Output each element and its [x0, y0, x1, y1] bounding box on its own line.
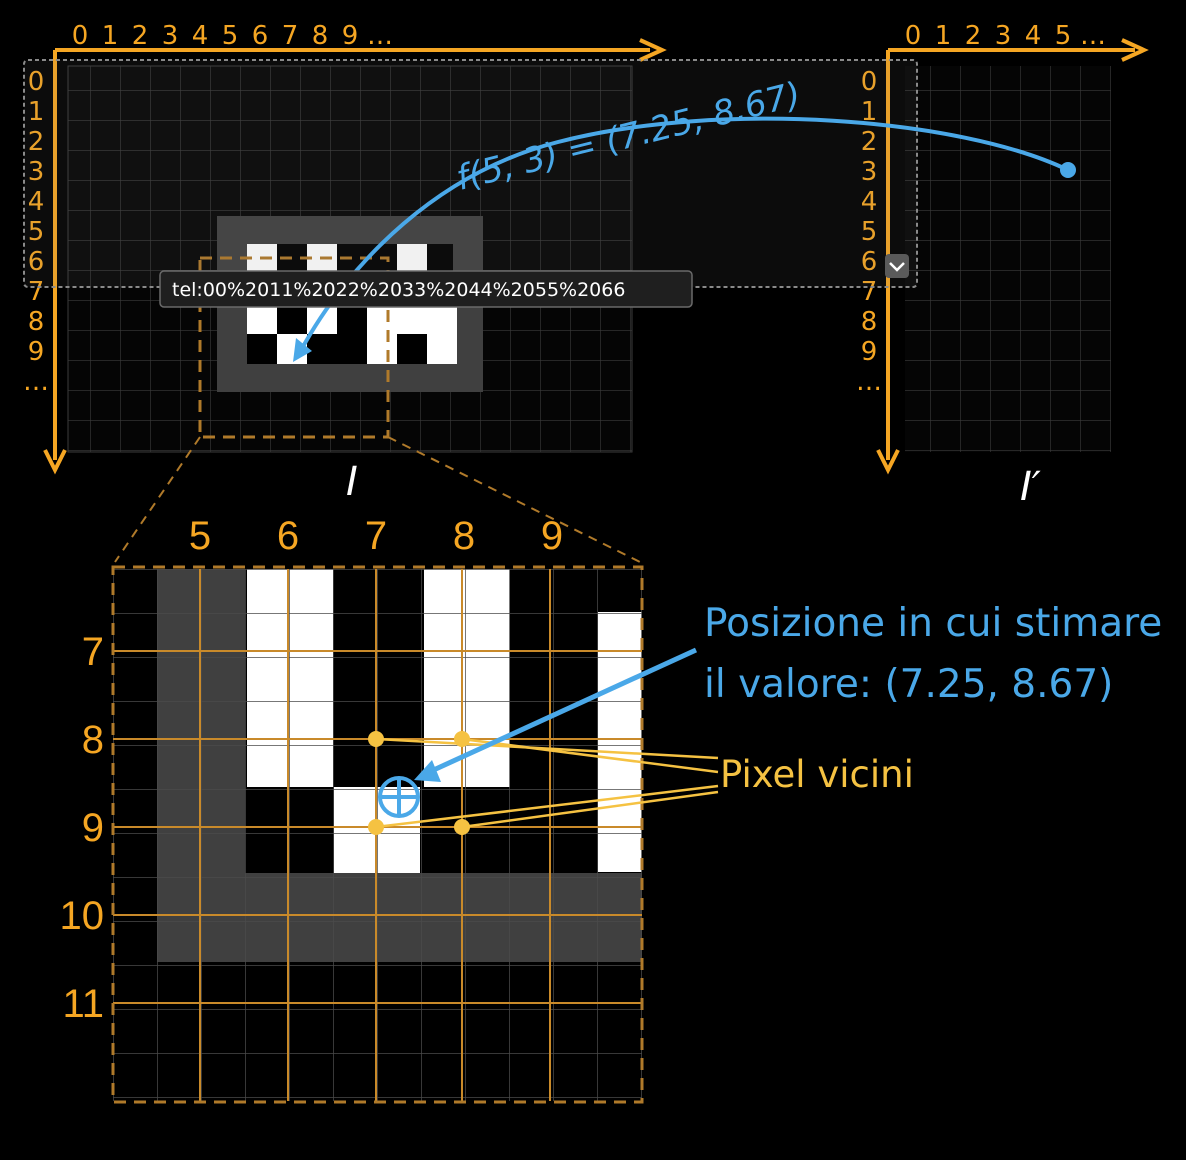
- target-arrowhead-icon: [414, 760, 441, 782]
- zoom-x-tick-label: 9: [541, 514, 563, 558]
- x-axis-arrow-icon: [639, 38, 667, 62]
- y-tick-label: 2: [28, 127, 45, 157]
- y-tick-label: 4: [861, 187, 878, 217]
- pixel-white: [397, 304, 427, 334]
- tooltip-text: tel:00%2011%2022%2033%2044%2055%2066: [172, 279, 625, 301]
- zoom-y-ticks: 7 8 9 10 11: [60, 630, 105, 1026]
- x-tick-label: 9: [342, 21, 359, 51]
- link-menu-button[interactable]: [885, 254, 909, 278]
- y-tick-label: 3: [28, 157, 45, 187]
- zoom-x-tick-label: 6: [277, 514, 299, 558]
- x-tick-label: 2: [965, 21, 982, 51]
- zoom-y-tick-label: 10: [60, 894, 105, 938]
- zoom-frame: [111, 565, 644, 1104]
- x-tick-label: 3: [162, 21, 179, 51]
- target-label-line1: Posizione in cui stimare: [704, 601, 1162, 646]
- x-axis-arrow-icon: [1121, 38, 1149, 62]
- x-tick-label: 1: [935, 21, 952, 51]
- image-I-prime-y-ticks: 0123456789…: [856, 67, 882, 397]
- y-tick-label: 8: [28, 307, 45, 337]
- pixel-white: [397, 244, 427, 274]
- x-tick-label: …: [367, 21, 393, 51]
- zoom-x-tick-label: 5: [189, 514, 211, 558]
- y-tick-label: 8: [861, 307, 878, 337]
- x-tick-label: 1: [102, 21, 119, 51]
- zoom-y-tick-label: 7: [82, 630, 104, 674]
- y-tick-label: 0: [28, 67, 45, 97]
- target-annotation: Posizione in cui stimare il valore: (7.2…: [414, 601, 1162, 782]
- pixel-white: [427, 334, 457, 364]
- mapping-arrowhead-icon: [293, 338, 312, 362]
- pixel-white: [247, 304, 277, 334]
- zoom-grid: [113, 569, 642, 1101]
- x-tick-label: 0: [905, 21, 922, 51]
- y-tick-label: 1: [28, 97, 45, 127]
- zoom-x-tick-label: 7: [365, 514, 387, 558]
- y-tick-label: 9: [861, 337, 878, 367]
- x-tick-label: 5: [222, 21, 239, 51]
- zoom-connector-left: [114, 436, 201, 563]
- zoom-connector-right: [387, 436, 641, 563]
- pixel-white: [367, 304, 397, 334]
- x-tick-label: 6: [252, 21, 269, 51]
- zoom-y-tick-label: 9: [82, 806, 104, 850]
- image-I-prime-grid-lines: [905, 66, 1111, 452]
- y-tick-label: 3: [861, 157, 878, 187]
- zoom-x-ticks: 5 6 7 8 9: [189, 514, 563, 558]
- y-tick-label: 5: [28, 217, 45, 247]
- link-tooltip: tel:00%2011%2022%2033%2044%2055%2066: [159, 270, 693, 308]
- x-tick-label: 0: [72, 21, 89, 51]
- y-tick-label: 2: [861, 127, 878, 157]
- image-I-prime-label: I′: [1020, 464, 1041, 510]
- y-tick-label: 0: [861, 67, 878, 97]
- y-tick-label: 7: [28, 277, 45, 307]
- chevron-down-icon: [889, 262, 905, 272]
- image-I-prime-x-axis: [888, 38, 1149, 62]
- image-I-prime-x-ticks: 0 1 2 3 4 5 …: [905, 21, 1106, 51]
- image-I-x-axis: [55, 38, 667, 62]
- image-I-y-ticks: 0123456789…: [23, 67, 49, 397]
- x-tick-label: 8: [312, 21, 329, 51]
- image-I-y-axis: [43, 50, 67, 475]
- y-tick-label: 6: [861, 247, 878, 277]
- y-tick-label: 7: [861, 277, 878, 307]
- y-axis-arrow-icon: [43, 449, 67, 475]
- x-tick-label: 7: [282, 21, 299, 51]
- x-tick-label: 2: [132, 21, 149, 51]
- target-label-line2: il valore: (7.25, 8.67): [704, 662, 1113, 707]
- x-tick-label: 4: [1025, 21, 1042, 51]
- pixel-white: [367, 334, 397, 364]
- image-I-label: I: [346, 459, 358, 505]
- x-tick-label: …: [1080, 21, 1106, 51]
- y-axis-arrow-icon: [876, 449, 900, 475]
- y-tick-label: 6: [28, 247, 45, 277]
- y-tick-label: 5: [861, 217, 878, 247]
- y-tick-label: 9: [28, 337, 45, 367]
- x-tick-label: 3: [995, 21, 1012, 51]
- neighbors-annotation: Pixel vicini: [375, 737, 914, 829]
- y-tick-label: …: [23, 367, 49, 397]
- detected-link-outline: [23, 59, 918, 288]
- x-tick-label: 4: [192, 21, 209, 51]
- y-tick-label: …: [856, 367, 882, 397]
- image-I-x-ticks: 0 1 2 3 4 5 6 7 8 9 …: [72, 21, 393, 51]
- mapping-curve: [298, 116, 1069, 353]
- zoom-y-tick-label: 11: [62, 982, 104, 1026]
- zoom-y-tick-label: 8: [82, 718, 104, 762]
- zoom-x-tick-label: 8: [453, 514, 475, 558]
- y-tick-label: 1: [861, 97, 878, 127]
- output-pixel-dot: [1060, 162, 1076, 178]
- zoom-view: 5 6 7 8 9 7 8 9 10 11: [60, 514, 644, 1104]
- y-tick-label: 4: [28, 187, 45, 217]
- pixel-white: [427, 304, 457, 334]
- target-crosshair-icon: [378, 776, 420, 818]
- x-tick-label: 5: [1055, 21, 1072, 51]
- neighbors-label: Pixel vicini: [720, 753, 914, 796]
